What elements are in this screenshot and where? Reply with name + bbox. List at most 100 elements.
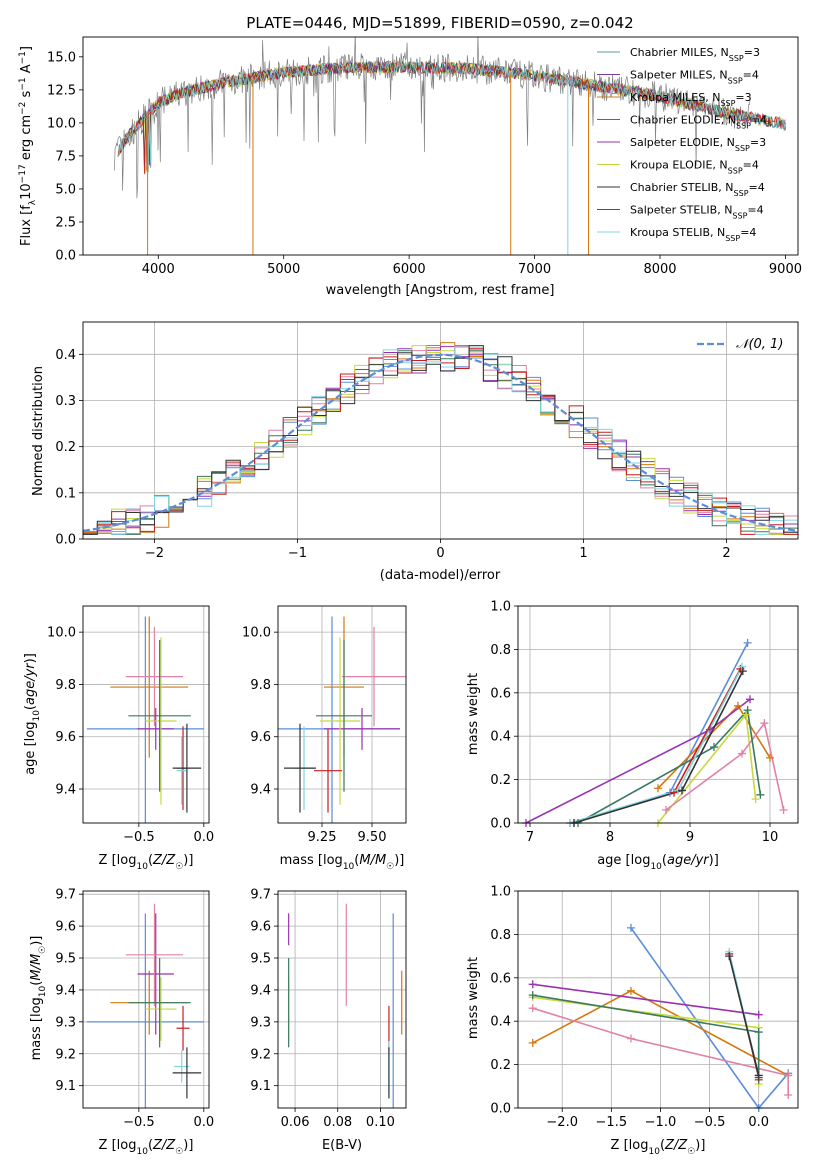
- y-tick-label: 7.5: [55, 149, 76, 164]
- label-part: Z/Z: [152, 1138, 176, 1153]
- normal-curve: [83, 353, 798, 532]
- series-marker: [626, 986, 635, 995]
- y-tick-label: 9.6: [55, 730, 76, 745]
- y-tick-label: 0.0: [55, 249, 76, 264]
- legend-suffix: =3: [744, 46, 760, 59]
- y-tick-label: 0.4: [490, 1015, 511, 1030]
- label-part: s: [19, 90, 34, 101]
- y-tick-label: 9.8: [250, 678, 271, 693]
- y-tick-label: 9.8: [55, 678, 76, 693]
- label-part: age [log: [597, 853, 650, 868]
- label-part: )]: [695, 1138, 705, 1153]
- model-line: [117, 60, 786, 166]
- series-marker: [528, 980, 537, 989]
- label-part: (: [23, 705, 38, 710]
- label-part: ☉: [175, 862, 183, 872]
- panel-5: −0.5 0.0 9.1 9.2 9.3 9.4 9.5 9.6 9.7: [55, 888, 214, 1130]
- legend-suffix: =3: [750, 136, 766, 149]
- y-tick-label: 0.0: [490, 1102, 511, 1117]
- y-tick-label: 15.0: [47, 50, 76, 65]
- x-tick-label: 2: [722, 546, 730, 561]
- series-marker: [706, 725, 714, 734]
- x-tick-label: 7000: [518, 262, 551, 277]
- series-marker: [743, 706, 752, 715]
- series-marker: [654, 784, 662, 793]
- label-part: 10: [32, 710, 42, 722]
- legend-sub: SSP: [732, 211, 747, 220]
- legend-label: Salpeter STELIB, NSSP=4: [630, 204, 764, 221]
- label-part: mass [log: [280, 853, 343, 868]
- y-axis-label: mass [log10(M/M☉)]: [29, 936, 48, 1061]
- y-tick-label: 0.6: [490, 686, 511, 701]
- plot-area: [525, 642, 785, 823]
- y-tick-label: 9.6: [250, 920, 271, 935]
- legend-sub: SSP: [729, 54, 744, 63]
- y-tick-label: 0.0: [490, 817, 511, 832]
- label-part: (: [29, 981, 44, 986]
- series-marker: [662, 805, 670, 814]
- y-tick-label: 0.4: [490, 730, 511, 745]
- axes-frame: [82, 321, 799, 540]
- y-tick-label: 9.6: [250, 730, 271, 745]
- label-part: 10: [136, 1147, 148, 1157]
- legend-label: 𝒩(0, 1): [736, 337, 783, 352]
- label-part: M/M: [29, 954, 44, 981]
- x-tick-label: 0: [436, 546, 444, 561]
- label-part: M/M: [359, 853, 386, 868]
- x-axis-label: Z [log10(Z/Z☉)]: [99, 853, 194, 872]
- y-tick-label: 9.3: [250, 1015, 271, 1030]
- y-tick-label: 10.0: [47, 116, 76, 131]
- legend-suffix: =4: [751, 114, 767, 127]
- legend-name: Chabrier STELIB, N: [630, 181, 734, 194]
- legend-name: Chabrier ELODIE, N: [630, 114, 736, 127]
- x-tick-label: 0.08: [323, 1115, 352, 1130]
- y-tick-label: 0.4: [55, 348, 76, 363]
- label-part: 10: [38, 985, 48, 997]
- legend-name: Chabrier MILES, N: [630, 46, 729, 59]
- x-tick-label: 8: [606, 830, 614, 845]
- y-tick-label: 5.0: [55, 182, 76, 197]
- series-line: [532, 983, 759, 1016]
- legend-label: Chabrier STELIB, NSSP=4: [630, 181, 765, 198]
- y-tick-label: 9.1: [55, 1079, 76, 1094]
- label-part: 10: [648, 1147, 660, 1157]
- x-axis-label: wavelength [Angstrom, rest frame]: [326, 283, 555, 298]
- plot-area: [86, 616, 204, 823]
- label-part: )]: [183, 853, 193, 868]
- y-axis-label: Flux [fλ10−17 erg cm−2 s−1 A−1]: [18, 46, 38, 246]
- y-tick-label: 0.8: [490, 928, 511, 943]
- y-tick-label: 0.2: [55, 440, 76, 455]
- legend-suffix: =4: [749, 181, 765, 194]
- y-tick-label: 2.5: [55, 215, 76, 230]
- x-tick-label: 0.0: [748, 1115, 769, 1130]
- series-marker: [784, 1090, 793, 1099]
- series-marker: [710, 743, 718, 752]
- plot-area: [83, 342, 798, 535]
- series-marker: [743, 638, 752, 647]
- y-axis-label: mass weight: [466, 673, 481, 755]
- y-tick-label: 9.3: [55, 1015, 76, 1030]
- series-line: [532, 1007, 789, 1095]
- y-tick-label: 0.2: [490, 773, 511, 788]
- panel-3: 9.25 9.50 9.4 9.6 9.8 10.0: [242, 605, 407, 845]
- series-marker: [746, 695, 754, 704]
- series-marker: [766, 753, 774, 762]
- label-part: 10: [343, 862, 355, 872]
- x-tick-label: −0.5: [123, 1115, 155, 1130]
- panel-1: −2 −1 0 1 2 0.0 0.1 0.2 0.3 0.4: [55, 321, 799, 561]
- y-tick-label: 9.7: [55, 888, 76, 903]
- x-tick-label: −1.0: [645, 1115, 677, 1130]
- label-part: )]: [183, 1138, 193, 1153]
- legend-sub: SSP: [720, 99, 735, 108]
- legend-name: Kroupa MILES, N: [630, 91, 720, 104]
- legend-sub: SSP: [728, 76, 743, 85]
- y-tick-label: 9.2: [55, 1047, 76, 1062]
- x-tick-label: 0.06: [281, 1115, 310, 1130]
- series-marker: [754, 1071, 763, 1080]
- y-tick-label: 0.3: [55, 394, 76, 409]
- label-part: (: [354, 853, 359, 868]
- label-part: ]: [19, 46, 34, 51]
- plot-area: [86, 903, 204, 1108]
- x-tick-label: 0.10: [366, 1115, 395, 1130]
